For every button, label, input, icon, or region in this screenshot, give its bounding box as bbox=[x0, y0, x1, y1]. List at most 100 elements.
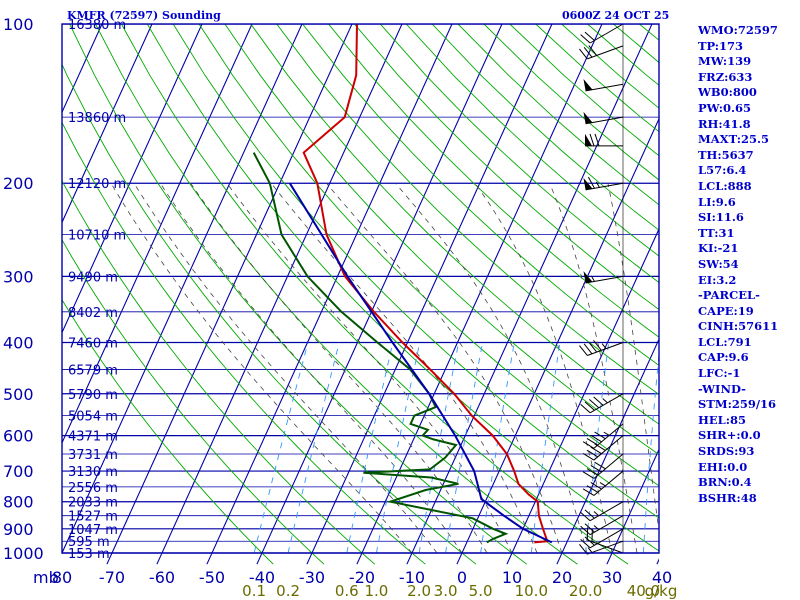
barb-half bbox=[595, 181, 600, 188]
mixing-ratio-label: 1.0 bbox=[364, 582, 388, 600]
height-label: 9490 m bbox=[68, 270, 118, 285]
dry-adiabat bbox=[121, 24, 629, 565]
height-label: 3130 m bbox=[68, 465, 118, 480]
wind-barb bbox=[583, 79, 624, 92]
pressure-label: 800 bbox=[3, 493, 34, 512]
dry-adiabat bbox=[69, 24, 528, 565]
mixing-ratio-line bbox=[346, 342, 394, 554]
dewpoint-line bbox=[252, 152, 509, 544]
moist-adiabat bbox=[270, 182, 538, 554]
pressure-label: 200 bbox=[3, 174, 34, 193]
isotherm bbox=[62, 24, 303, 555]
wind-barb bbox=[580, 515, 624, 536]
barb-full bbox=[587, 176, 595, 189]
barb-full bbox=[584, 401, 595, 411]
isotherm bbox=[456, 117, 659, 565]
moist-adiabat bbox=[110, 182, 413, 554]
temperature-tick-label: -70 bbox=[99, 568, 125, 587]
pressure-label: 500 bbox=[3, 385, 34, 404]
dry-adiabat bbox=[250, 24, 659, 425]
wind-barb bbox=[580, 528, 624, 549]
barb-half bbox=[587, 547, 593, 553]
barb-full bbox=[584, 536, 595, 546]
index-item: CAPE:19 bbox=[698, 303, 754, 318]
barb-full bbox=[579, 345, 588, 356]
moist-adiabat bbox=[226, 182, 513, 554]
isotherm bbox=[106, 24, 353, 565]
temperature-tick-label: 0 bbox=[457, 568, 467, 587]
index-item: PW:0.65 bbox=[698, 100, 752, 115]
barb-staff bbox=[587, 539, 624, 554]
index-item: LCL:791 bbox=[698, 334, 752, 349]
dry-adiabat bbox=[224, 24, 659, 456]
barb-full bbox=[594, 431, 606, 440]
index-item: BSHR:48 bbox=[698, 490, 757, 505]
mixing-ratio-line bbox=[480, 342, 515, 554]
barb-half bbox=[601, 343, 607, 349]
height-label: 1527 m bbox=[68, 510, 118, 525]
barb-staff bbox=[593, 453, 624, 479]
wind-barb bbox=[580, 393, 624, 414]
barb-full bbox=[580, 403, 591, 414]
barb-half bbox=[593, 511, 600, 517]
wind-barb bbox=[582, 470, 624, 496]
wind-barb bbox=[583, 111, 624, 125]
barb-full bbox=[584, 509, 595, 519]
chart-series bbox=[252, 24, 553, 544]
height-label: 2556 m bbox=[68, 481, 118, 496]
chart-labels: 0.1 0.2 0.6 1.0 2.0 3.0 5.0 10.0 20.0 40.0g/kg100… bbox=[3, 15, 677, 600]
height-label: 2033 m bbox=[68, 496, 118, 511]
dry-adiabat bbox=[62, 179, 375, 565]
barb-staff bbox=[585, 116, 624, 125]
index-item: KI:-21 bbox=[698, 241, 739, 256]
barb-flag bbox=[583, 111, 593, 124]
index-item: -WIND- bbox=[698, 381, 746, 396]
barb-staff bbox=[589, 501, 624, 522]
height-label: 6579 m bbox=[68, 364, 118, 379]
dry-adiabat bbox=[95, 24, 578, 565]
index-item: L57:6.4 bbox=[698, 163, 747, 178]
temperature-tick-label: -60 bbox=[149, 568, 175, 587]
index-item: MAXT:25.5 bbox=[698, 132, 769, 147]
barb-staff bbox=[589, 23, 624, 44]
isotherm bbox=[606, 448, 659, 565]
barb-full bbox=[590, 464, 602, 473]
wind-barb bbox=[583, 271, 624, 284]
barb-full bbox=[588, 45, 598, 56]
barb-full bbox=[583, 343, 593, 355]
isotherm bbox=[62, 24, 203, 334]
isotherm bbox=[62, 24, 153, 224]
index-item: LCL:888 bbox=[698, 178, 752, 193]
mixing-ratio-label: 0.6 bbox=[335, 582, 359, 600]
moist-adiabat bbox=[159, 182, 463, 554]
mixing-ratio-line bbox=[445, 342, 484, 554]
temperature-line bbox=[302, 24, 549, 544]
index-item: EI:3.2 bbox=[698, 272, 737, 287]
barb-staff bbox=[589, 393, 624, 414]
mixing-ratio-label: 0.2 bbox=[276, 582, 300, 600]
mixing-ratio-label: 10.0 bbox=[515, 582, 548, 600]
dry-adiabat bbox=[62, 238, 325, 565]
moist-adiabat bbox=[607, 183, 659, 534]
mixing-ratio-label: 2.0 bbox=[407, 582, 431, 600]
dry-adiabat bbox=[302, 24, 659, 366]
height-label: 12120 m bbox=[68, 177, 126, 192]
barb-full bbox=[588, 341, 598, 353]
chart-grid bbox=[62, 24, 659, 565]
barb-full bbox=[593, 340, 602, 351]
isotherm bbox=[556, 337, 659, 565]
barb-full bbox=[580, 525, 591, 536]
sounding-indices-panel: WMO:72597 TP:173 MW:139 FRZ:633 WB0:800 PW:0.… bbox=[698, 23, 800, 506]
temperature-tick-label: -30 bbox=[299, 568, 325, 587]
mixing-ratio-label: 3.0 bbox=[434, 582, 458, 600]
wind-barb bbox=[580, 23, 624, 44]
index-item: STM:259/16 bbox=[698, 397, 777, 412]
moist-adiabat bbox=[395, 182, 588, 554]
barb-half bbox=[599, 482, 606, 487]
barb-staff bbox=[587, 45, 624, 60]
index-item: EHI:0.0 bbox=[698, 459, 748, 474]
temperature-tick-label: 40 bbox=[652, 568, 672, 587]
height-label: 595 m bbox=[68, 535, 110, 550]
barb-full bbox=[586, 468, 598, 476]
temperature-tick-label: -50 bbox=[199, 568, 225, 587]
